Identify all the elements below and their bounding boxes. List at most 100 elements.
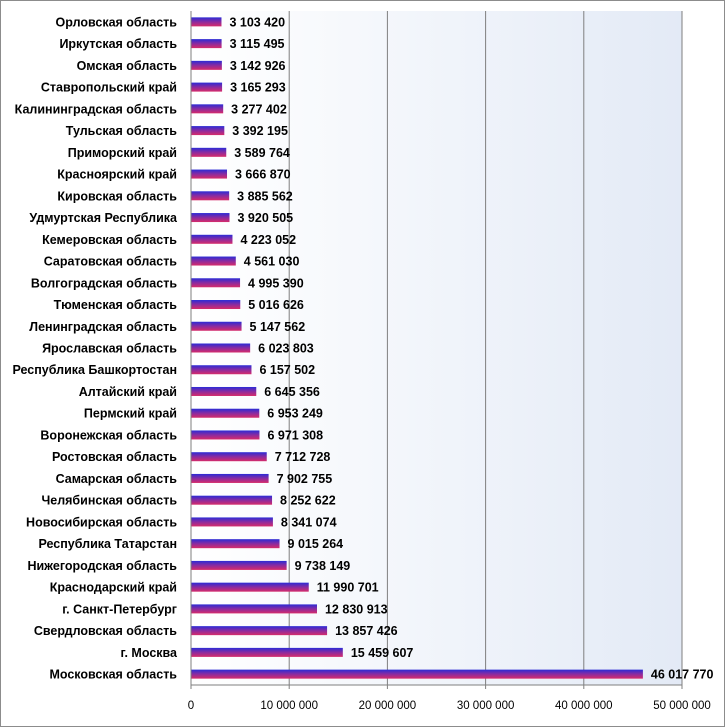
category-labels: Орловская область Иркутская область Омская… bbox=[12, 15, 178, 681]
data-label: 46 017 770 bbox=[651, 668, 714, 682]
category-label: Тульская область bbox=[66, 124, 178, 138]
bar bbox=[191, 213, 230, 223]
category-label: Республика Татарстан bbox=[38, 537, 177, 551]
data-label: 6 023 803 bbox=[258, 342, 314, 356]
data-label: 3 103 420 bbox=[229, 15, 285, 29]
data-label: 4 995 390 bbox=[248, 276, 304, 290]
category-label: Кировская область bbox=[57, 189, 177, 203]
category-label: Приморский край bbox=[68, 146, 177, 160]
category-label: Орловская область bbox=[56, 15, 178, 29]
bar bbox=[191, 39, 222, 49]
bar bbox=[191, 386, 257, 396]
data-label: 6 157 502 bbox=[259, 363, 315, 377]
bar bbox=[191, 343, 251, 353]
x-tick-label: 20 000 000 bbox=[359, 700, 417, 712]
bar bbox=[191, 191, 230, 201]
category-label: Новосибирская область bbox=[26, 515, 177, 529]
bar bbox=[191, 126, 225, 136]
data-label: 3 920 505 bbox=[237, 211, 293, 225]
category-label: г. Санкт-Петербург bbox=[62, 602, 177, 616]
category-label: Республика Башкортостан bbox=[12, 363, 177, 377]
x-tick-label: 30 000 000 bbox=[457, 700, 515, 712]
bar bbox=[191, 473, 269, 483]
category-label: Омская область bbox=[77, 59, 178, 73]
bar bbox=[191, 169, 228, 179]
category-label: Ростовская область bbox=[52, 450, 177, 464]
data-label: 6 971 308 bbox=[267, 428, 323, 442]
bar bbox=[191, 560, 287, 570]
data-label: 8 252 622 bbox=[280, 494, 336, 508]
category-label: г. Москва bbox=[121, 646, 179, 660]
bar bbox=[191, 647, 343, 657]
data-label: 6 953 249 bbox=[267, 407, 323, 421]
category-label: Ярославская область bbox=[42, 342, 177, 356]
bar bbox=[191, 82, 223, 92]
data-label: 3 142 926 bbox=[230, 59, 286, 73]
bar bbox=[191, 452, 267, 462]
category-label: Алтайский край bbox=[79, 385, 177, 399]
bar bbox=[191, 582, 309, 592]
bars bbox=[191, 17, 643, 679]
category-label: Краснодарский край bbox=[50, 581, 177, 595]
value-labels: 3 103 420 3 115 495 3 142 926 3 165 293 3 27… bbox=[229, 15, 713, 681]
data-label: 4 561 030 bbox=[244, 255, 300, 269]
x-tick-label: 50 000 000 bbox=[653, 700, 711, 712]
bar bbox=[191, 539, 280, 549]
category-label: Красноярский край bbox=[57, 168, 177, 182]
bar bbox=[191, 256, 236, 266]
bar bbox=[191, 300, 241, 310]
bar bbox=[191, 517, 273, 527]
bar bbox=[191, 604, 317, 614]
data-label: 8 341 074 bbox=[281, 515, 337, 529]
bar bbox=[191, 234, 233, 244]
bar bbox=[191, 430, 260, 440]
data-label: 15 459 607 bbox=[351, 646, 414, 660]
bar bbox=[191, 17, 222, 27]
category-label: Ленинградская область bbox=[29, 320, 177, 334]
category-label: Саратовская область bbox=[44, 255, 178, 269]
category-label: Московская область bbox=[49, 668, 177, 682]
bar bbox=[191, 365, 252, 375]
gridlines bbox=[288, 11, 683, 685]
data-label: 7 712 728 bbox=[275, 450, 331, 464]
data-label: 3 666 870 bbox=[235, 168, 291, 182]
x-tick-label: 0 bbox=[188, 700, 194, 712]
data-label: 11 990 701 bbox=[317, 581, 379, 595]
category-label: Свердловская область bbox=[34, 624, 177, 638]
data-label: 13 857 426 bbox=[335, 624, 398, 638]
bar bbox=[191, 60, 222, 70]
data-label: 6 645 356 bbox=[264, 385, 320, 399]
bar bbox=[191, 408, 260, 418]
data-label: 3 165 293 bbox=[230, 81, 286, 95]
data-label: 12 830 913 bbox=[325, 602, 388, 616]
data-label: 3 277 402 bbox=[231, 102, 287, 116]
x-tick-labels: 0 10 000 000 20 000 000 30 000 000 40 000 00… bbox=[188, 685, 711, 712]
x-tick-label: 40 000 000 bbox=[555, 700, 613, 712]
data-label: 9 015 264 bbox=[288, 537, 344, 551]
category-label: Тюменская область bbox=[54, 298, 178, 312]
data-label: 3 885 562 bbox=[237, 189, 293, 203]
category-label: Ставропольский край bbox=[41, 81, 177, 95]
plot-area bbox=[191, 11, 682, 685]
bar bbox=[191, 104, 224, 114]
category-label: Челябинская область bbox=[41, 494, 177, 508]
bar bbox=[191, 147, 227, 157]
data-label: 5 016 626 bbox=[248, 298, 304, 312]
bar bbox=[191, 669, 643, 679]
category-label: Кемеровская область bbox=[42, 233, 177, 247]
data-label: 3 589 764 bbox=[234, 146, 290, 160]
category-label: Пермский край bbox=[84, 407, 177, 421]
data-label: 3 115 495 bbox=[230, 37, 285, 51]
data-label: 9 738 149 bbox=[295, 559, 351, 573]
category-label: Нижегородская область bbox=[27, 559, 177, 573]
data-label: 7 902 755 bbox=[277, 472, 333, 486]
bar bbox=[191, 278, 241, 288]
bar bbox=[191, 495, 273, 505]
bar bbox=[191, 626, 328, 636]
category-label: Калининградская область bbox=[15, 102, 178, 116]
category-label: Удмуртская Республика bbox=[29, 211, 178, 225]
category-label: Самарская область bbox=[56, 472, 178, 486]
x-tick-label: 10 000 000 bbox=[260, 700, 318, 712]
